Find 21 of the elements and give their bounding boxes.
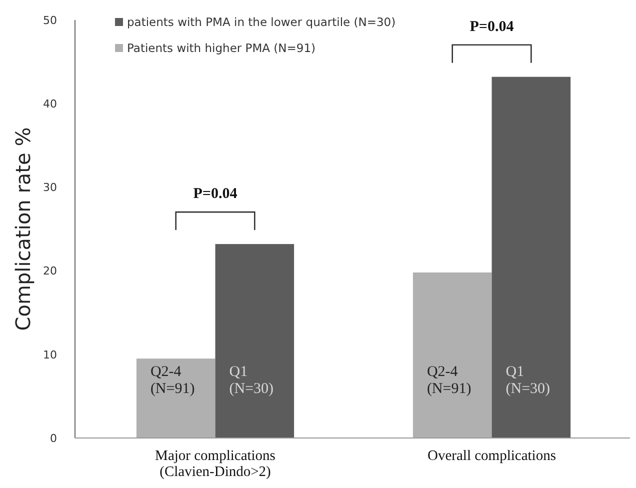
legend-label: patients with PMA in the lower quartile (N=30) [127,15,396,29]
y-tick-label: 0 [50,432,57,445]
annotation: P=0.04 [193,186,238,202]
y-tick-label: 30 [43,181,57,194]
y-axis-title: Complication rate % [11,127,35,331]
x-tick-label: Major complications (Clavien-Dindo>2) [155,448,276,480]
legend-label: Patients with higher PMA (N=91) [127,41,316,55]
data-label: Q1 (N=30) [229,364,274,397]
data-label: Q2-4 (N=91) [150,364,195,397]
bar [215,244,294,438]
y-tick-label: 40 [43,97,57,110]
data-label: Q2-4 (N=91) [426,364,472,397]
y-tick-label: 50 [43,14,57,27]
bar [412,272,492,438]
data-label: Q1 (N=30) [506,364,550,397]
bar [136,358,216,438]
x-tick-label: Overall complications [428,448,556,464]
annotation: P=0.04 [470,18,514,35]
bar [492,76,571,438]
y-tick-label: 20 [43,264,57,278]
y-tick-label: 10 [43,348,57,362]
